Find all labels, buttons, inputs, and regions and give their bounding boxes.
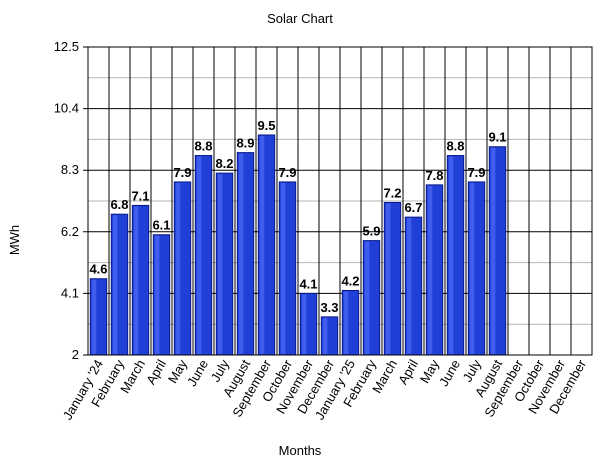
y-tick-label: 6.2	[61, 224, 79, 239]
bar-highlight	[490, 147, 496, 354]
bar-highlight	[406, 218, 412, 354]
data-label: 6.7	[404, 200, 422, 215]
plot-frame	[87, 46, 593, 356]
bar-highlight	[343, 291, 349, 354]
bar-highlight	[364, 241, 370, 354]
data-label: 6.8	[110, 197, 128, 212]
x-tick-label: June	[436, 357, 463, 389]
x-tick-label: April	[143, 357, 169, 387]
bar-highlight	[385, 203, 391, 354]
bar-highlight	[196, 156, 202, 354]
bar-highlight	[427, 185, 433, 354]
data-label: 9.1	[488, 130, 506, 145]
bar-highlight	[238, 153, 244, 354]
x-axis-title: Months	[279, 443, 322, 458]
bar-highlight	[280, 182, 286, 354]
bar-highlight	[259, 136, 265, 354]
x-tick-label: April	[395, 357, 421, 387]
data-label: 7.9	[278, 165, 296, 180]
x-tick-labels: January '24FebruaryMarchAprilMayJuneJuly…	[60, 356, 590, 422]
bar-highlight	[217, 174, 223, 354]
data-label: 7.2	[383, 185, 401, 200]
bar-highlight	[175, 182, 181, 354]
x-tick-label: June	[184, 357, 211, 389]
data-label: 3.3	[320, 300, 338, 315]
bars	[89, 134, 507, 356]
data-label: 8.8	[446, 139, 464, 154]
data-label: 7.1	[131, 188, 149, 203]
y-tick-label: 4.1	[61, 285, 79, 300]
bar-highlight	[112, 215, 118, 354]
bar-highlight	[133, 206, 139, 354]
bar-highlight	[91, 279, 97, 354]
bar-highlight	[154, 235, 160, 354]
y-tick-label: 10.4	[54, 101, 79, 116]
bar-highlight	[301, 294, 307, 354]
chart-title: Solar Chart	[267, 11, 333, 26]
bar-highlight	[469, 182, 475, 354]
y-tick-labels: 2 4.1 6.2 8.3 10.4 12.5	[54, 39, 79, 362]
data-label: 7.9	[173, 165, 191, 180]
data-label: 7.9	[467, 165, 485, 180]
y-axis-title: MWh	[7, 225, 22, 255]
bar-highlight	[322, 317, 328, 354]
data-label: 5.9	[362, 224, 380, 239]
y-tick-label: 2	[72, 347, 79, 362]
data-label: 7.8	[425, 168, 443, 183]
data-label: 4.2	[341, 273, 359, 288]
data-label: 6.1	[152, 218, 170, 233]
data-labels: 4.66.87.16.17.98.88.28.99.57.94.13.34.25…	[89, 118, 506, 315]
data-label: 9.5	[257, 118, 275, 133]
data-label: 4.6	[89, 262, 107, 277]
data-label: 4.1	[299, 276, 317, 291]
y-tick-label: 8.3	[61, 162, 79, 177]
plot-border	[87, 46, 593, 356]
data-label: 8.8	[194, 139, 212, 154]
y-tick-label: 12.5	[54, 39, 79, 54]
data-label: 8.9	[236, 136, 254, 151]
data-label: 8.2	[215, 156, 233, 171]
bar-highlight	[448, 156, 454, 354]
